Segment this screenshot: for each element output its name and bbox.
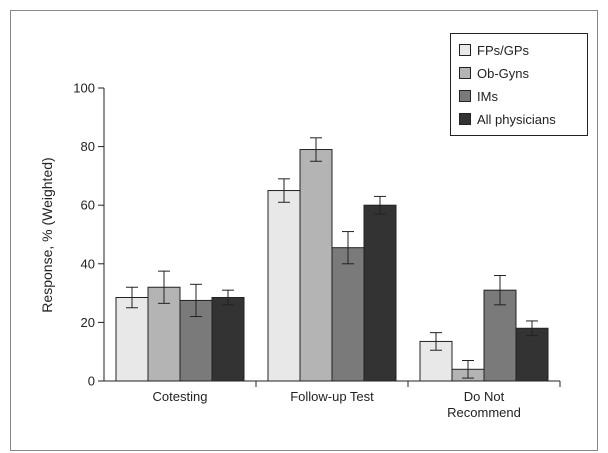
error-bar	[430, 332, 442, 351]
legend-label: All physicians	[477, 112, 556, 127]
x-category-label: Follow-up Test	[290, 389, 374, 404]
error-bar	[190, 283, 202, 318]
y-tick-label: 40	[81, 256, 95, 271]
legend-swatch	[459, 67, 471, 79]
error-bar	[494, 275, 506, 306]
x-category-label: Recommend	[447, 405, 521, 420]
error-bar	[526, 320, 538, 337]
error-bar	[222, 289, 234, 306]
y-tick-label: 60	[81, 198, 95, 213]
legend-swatch	[459, 113, 471, 125]
x-category-label: Do Not	[464, 389, 505, 404]
error-bar	[126, 286, 138, 309]
y-tick-label: 0	[88, 374, 95, 389]
bars	[115, 149, 549, 382]
error-bar	[374, 195, 386, 215]
error-bar	[310, 137, 322, 162]
bar-fps-gps-0	[115, 296, 149, 382]
y-tick-label: 80	[81, 139, 95, 154]
legend-label: IMs	[477, 89, 498, 104]
legend-label: Ob-Gyns	[477, 66, 530, 81]
legend: FPs/GPs Ob-Gyns IMs All physicians	[450, 33, 588, 136]
y-tick-label: 20	[81, 315, 95, 330]
legend-swatch	[459, 44, 471, 56]
bar-ob-gyns-1	[299, 149, 333, 382]
x-category-label: Cotesting	[153, 389, 208, 404]
error-bars	[126, 137, 538, 379]
bar-all-physicians-0	[211, 296, 245, 382]
legend-box	[450, 33, 588, 136]
error-bar	[278, 178, 290, 203]
error-bar	[342, 231, 354, 265]
y-axis-label: Response, % (Weighted)	[39, 157, 55, 312]
legend-swatch	[459, 90, 471, 102]
y-tick-label: 100	[73, 81, 95, 96]
bar-all-physicians-2	[515, 327, 549, 382]
bar-fps-gps-1	[267, 190, 301, 382]
error-bar	[158, 270, 170, 304]
bar-ims-1	[331, 247, 365, 382]
legend-label: FPs/GPs	[477, 43, 530, 58]
y-axis: 0 20 40 60 80 100	[73, 81, 105, 389]
bar-all-physicians-1	[363, 204, 397, 382]
error-bar	[462, 359, 474, 379]
